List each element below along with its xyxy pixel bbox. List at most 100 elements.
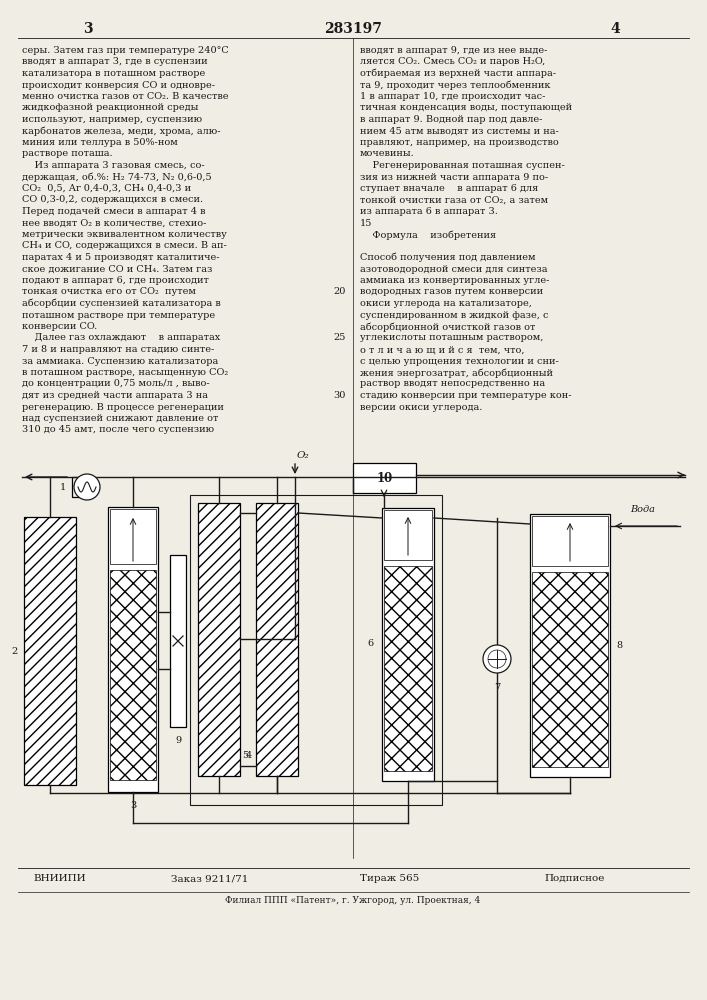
Text: в поташном растворе, насыщенную CO₂: в поташном растворе, насыщенную CO₂ [22,368,228,377]
Text: вводят в аппарат 3, где в суспензии: вводят в аппарат 3, где в суспензии [22,57,208,66]
Text: Формула    изобретения: Формула изобретения [360,230,496,239]
Text: за аммиака. Суспензию катализатора: за аммиака. Суспензию катализатора [22,357,218,365]
Bar [198,503,240,776]
Text: 310 до 45 амт, после чего суспензию: 310 до 45 амт, после чего суспензию [22,426,214,434]
Text: Из аппарата 3 газовая смесь, со-: Из аппарата 3 газовая смесь, со- [22,161,204,170]
Text: Далее газ охлаждают    в аппаратах: Далее газ охлаждают в аппаратах [22,334,221,342]
Text: карбонатов железа, меди, хрома, алю-: карбонатов железа, меди, хрома, алю- [22,126,221,136]
Text: версии окиси углерода.: версии окиси углерода. [360,402,482,412]
Text: 6: 6 [367,640,373,648]
Text: тичная конденсация воды, поступающей: тичная конденсация воды, поступающей [360,104,572,112]
Circle shape [483,645,511,673]
Text: 3: 3 [83,22,93,36]
Bar [532,516,608,566]
Bar [384,510,432,560]
Bar [72,477,87,497]
Text: Регенерированная поташная суспен-: Регенерированная поташная суспен- [360,161,565,170]
Text: абсорбции суспензией катализатора в: абсорбции суспензией катализатора в [22,299,221,308]
Text: миния или теллура в 50%-ном: миния или теллура в 50%-ном [22,138,177,147]
Text: нием 45 атм выводят из системы и на-: нием 45 атм выводят из системы и на- [360,126,559,135]
Text: зия из нижней части аппарата 9 по-: зия из нижней части аппарата 9 по- [360,172,548,182]
Text: жидкофазной реакционной среды: жидкофазной реакционной среды [22,104,199,112]
Text: 8: 8 [616,641,622,650]
Text: над суспензией снижают давление от: над суспензией снижают давление от [22,414,218,423]
Text: из аппарата 6 в аппарат 3.: из аппарата 6 в аппарат 3. [360,207,498,216]
Text: 9: 9 [175,736,181,745]
Text: азотоводородной смеси для синтеза: азотоводородной смеси для синтеза [360,264,547,273]
Text: отбираемая из верхней части аппара-: отбираемая из верхней части аппара- [360,69,556,79]
Text: абсорбционной очисткой газов от: абсорбционной очисткой газов от [360,322,535,332]
Text: паратах 4 и 5 производят каталитиче-: паратах 4 и 5 производят каталитиче- [22,253,219,262]
Text: тонкой очистки газа от CO₂, а затем: тонкой очистки газа от CO₂, а затем [360,196,548,205]
Text: ское дожигание CO и CH₄. Затем газ: ское дожигание CO и CH₄. Затем газ [22,264,212,273]
Bar [110,570,156,780]
Text: мочевины.: мочевины. [360,149,415,158]
Text: Перед подачей смеси в аппарат 4 в: Перед подачей смеси в аппарат 4 в [22,207,206,216]
Text: конверсии CO.: конверсии CO. [22,322,98,331]
Text: метрически эквивалентном количеству: метрически эквивалентном количеству [22,230,227,239]
Text: 7: 7 [494,683,500,692]
Bar [108,507,158,792]
Text: 10: 10 [376,473,392,486]
Text: нее вводят O₂ в количестве, стехио-: нее вводят O₂ в количестве, стехио- [22,219,206,228]
Text: вводят в аппарат 9, где из нее выде-: вводят в аппарат 9, где из нее выде- [360,46,547,55]
Bar [353,463,416,493]
Text: 7 и 8 и направляют на стадию синте-: 7 и 8 и направляют на стадию синте- [22,345,214,354]
Bar [110,509,156,564]
Text: 15: 15 [360,219,373,228]
Text: Способ получения под давлением: Способ получения под давлением [360,253,535,262]
Text: окиси углерода на катализаторе,: окиси углерода на катализаторе, [360,299,532,308]
Text: углекислоты поташным раствором,: углекислоты поташным раствором, [360,334,544,342]
Circle shape [74,474,100,500]
Text: 2: 2 [11,647,17,656]
Text: тонкая очистка его от CO₂  путем: тонкая очистка его от CO₂ путем [22,288,196,296]
Text: Тираж 565: Тираж 565 [361,874,420,883]
Text: держащая, об.%: H₂ 74-73, N₂ 0,6-0,5: держащая, об.%: H₂ 74-73, N₂ 0,6-0,5 [22,172,211,182]
Bar [256,503,298,776]
Text: 4: 4 [610,22,620,36]
Text: ступает вначале    в аппарат 6 для: ступает вначале в аппарат 6 для [360,184,538,193]
Text: та 9, проходит через теплообменник: та 9, проходит через теплообменник [360,81,551,90]
Text: правляют, например, на производство: правляют, например, на производство [360,138,559,147]
Text: дят из средней части аппарата 3 на: дят из средней части аппарата 3 на [22,391,208,400]
Text: о т л и ч а ю щ и й с я  тем, что,: о т л и ч а ю щ и й с я тем, что, [360,345,525,354]
Bar [532,572,608,767]
Text: CH₄ и CO, содержащихся в смеси. В ап-: CH₄ и CO, содержащихся в смеси. В ап- [22,241,227,250]
Text: CO₂  0,5, Ar 0,4-0,3, CH₄ 0,4-0,3 и: CO₂ 0,5, Ar 0,4-0,3, CH₄ 0,4-0,3 и [22,184,191,193]
Text: аммиака из конвертированных угле-: аммиака из конвертированных угле- [360,276,549,285]
Text: 25: 25 [334,334,346,342]
Text: регенерацию. В процессе регенерации: регенерацию. В процессе регенерации [22,402,224,412]
Text: стадию конверсии при температуре кон-: стадию конверсии при температуре кон- [360,391,571,400]
Text: 30: 30 [334,391,346,400]
Text: Подписное: Подписное [545,874,605,883]
Text: 1: 1 [60,483,66,491]
Text: до концентрации 0,75 моль/л , выво-: до концентрации 0,75 моль/л , выво- [22,379,209,388]
Text: поташном растворе при температуре: поташном растворе при температуре [22,310,215,320]
Bar [24,517,76,785]
Bar [170,555,186,727]
Text: Заказ 9211/71: Заказ 9211/71 [171,874,249,883]
Text: суспендированном в жидкой фазе, с: суспендированном в жидкой фазе, с [360,310,549,320]
Text: с целью упрощения технологии и сни-: с целью упрощения технологии и сни- [360,357,559,365]
Text: 20: 20 [334,288,346,296]
Text: 1 в аппарат 10, где происходит час-: 1 в аппарат 10, где происходит час- [360,92,545,101]
Text: 4: 4 [246,752,252,760]
Text: серы. Затем газ при температуре 240°C: серы. Затем газ при температуре 240°C [22,46,229,55]
Text: 283197: 283197 [324,22,382,36]
Text: менно очистка газов от CO₂. В качестве: менно очистка газов от CO₂. В качестве [22,92,228,101]
Bar [190,495,442,805]
Text: растворе поташа.: растворе поташа. [22,149,112,158]
Text: ляется CO₂. Смесь CO₂ и паров H₂O,: ляется CO₂. Смесь CO₂ и паров H₂O, [360,57,545,66]
Text: CO 0,3-0,2, содержащихся в смеси.: CO 0,3-0,2, содержащихся в смеси. [22,196,203,205]
Bar [382,508,434,781]
Text: происходит конверсия CO и одновре-: происходит конверсия CO и одновре- [22,81,215,90]
Text: используют, например, суспензию: используют, например, суспензию [22,115,202,124]
Bar [530,514,610,777]
Text: Филиал ППП «Патент», г. Ужгород, ул. Проектная, 4: Филиал ППП «Патент», г. Ужгород, ул. Про… [226,896,481,905]
Text: раствор вводят непосредственно на: раствор вводят непосредственно на [360,379,545,388]
Text: жения энергозатрат, абсорбционный: жения энергозатрат, абсорбционный [360,368,553,377]
Text: водородных газов путем конверсии: водородных газов путем конверсии [360,288,543,296]
Text: 5: 5 [242,752,248,760]
Bar [384,566,432,771]
Text: катализатора в поташном растворе: катализатора в поташном растворе [22,69,205,78]
